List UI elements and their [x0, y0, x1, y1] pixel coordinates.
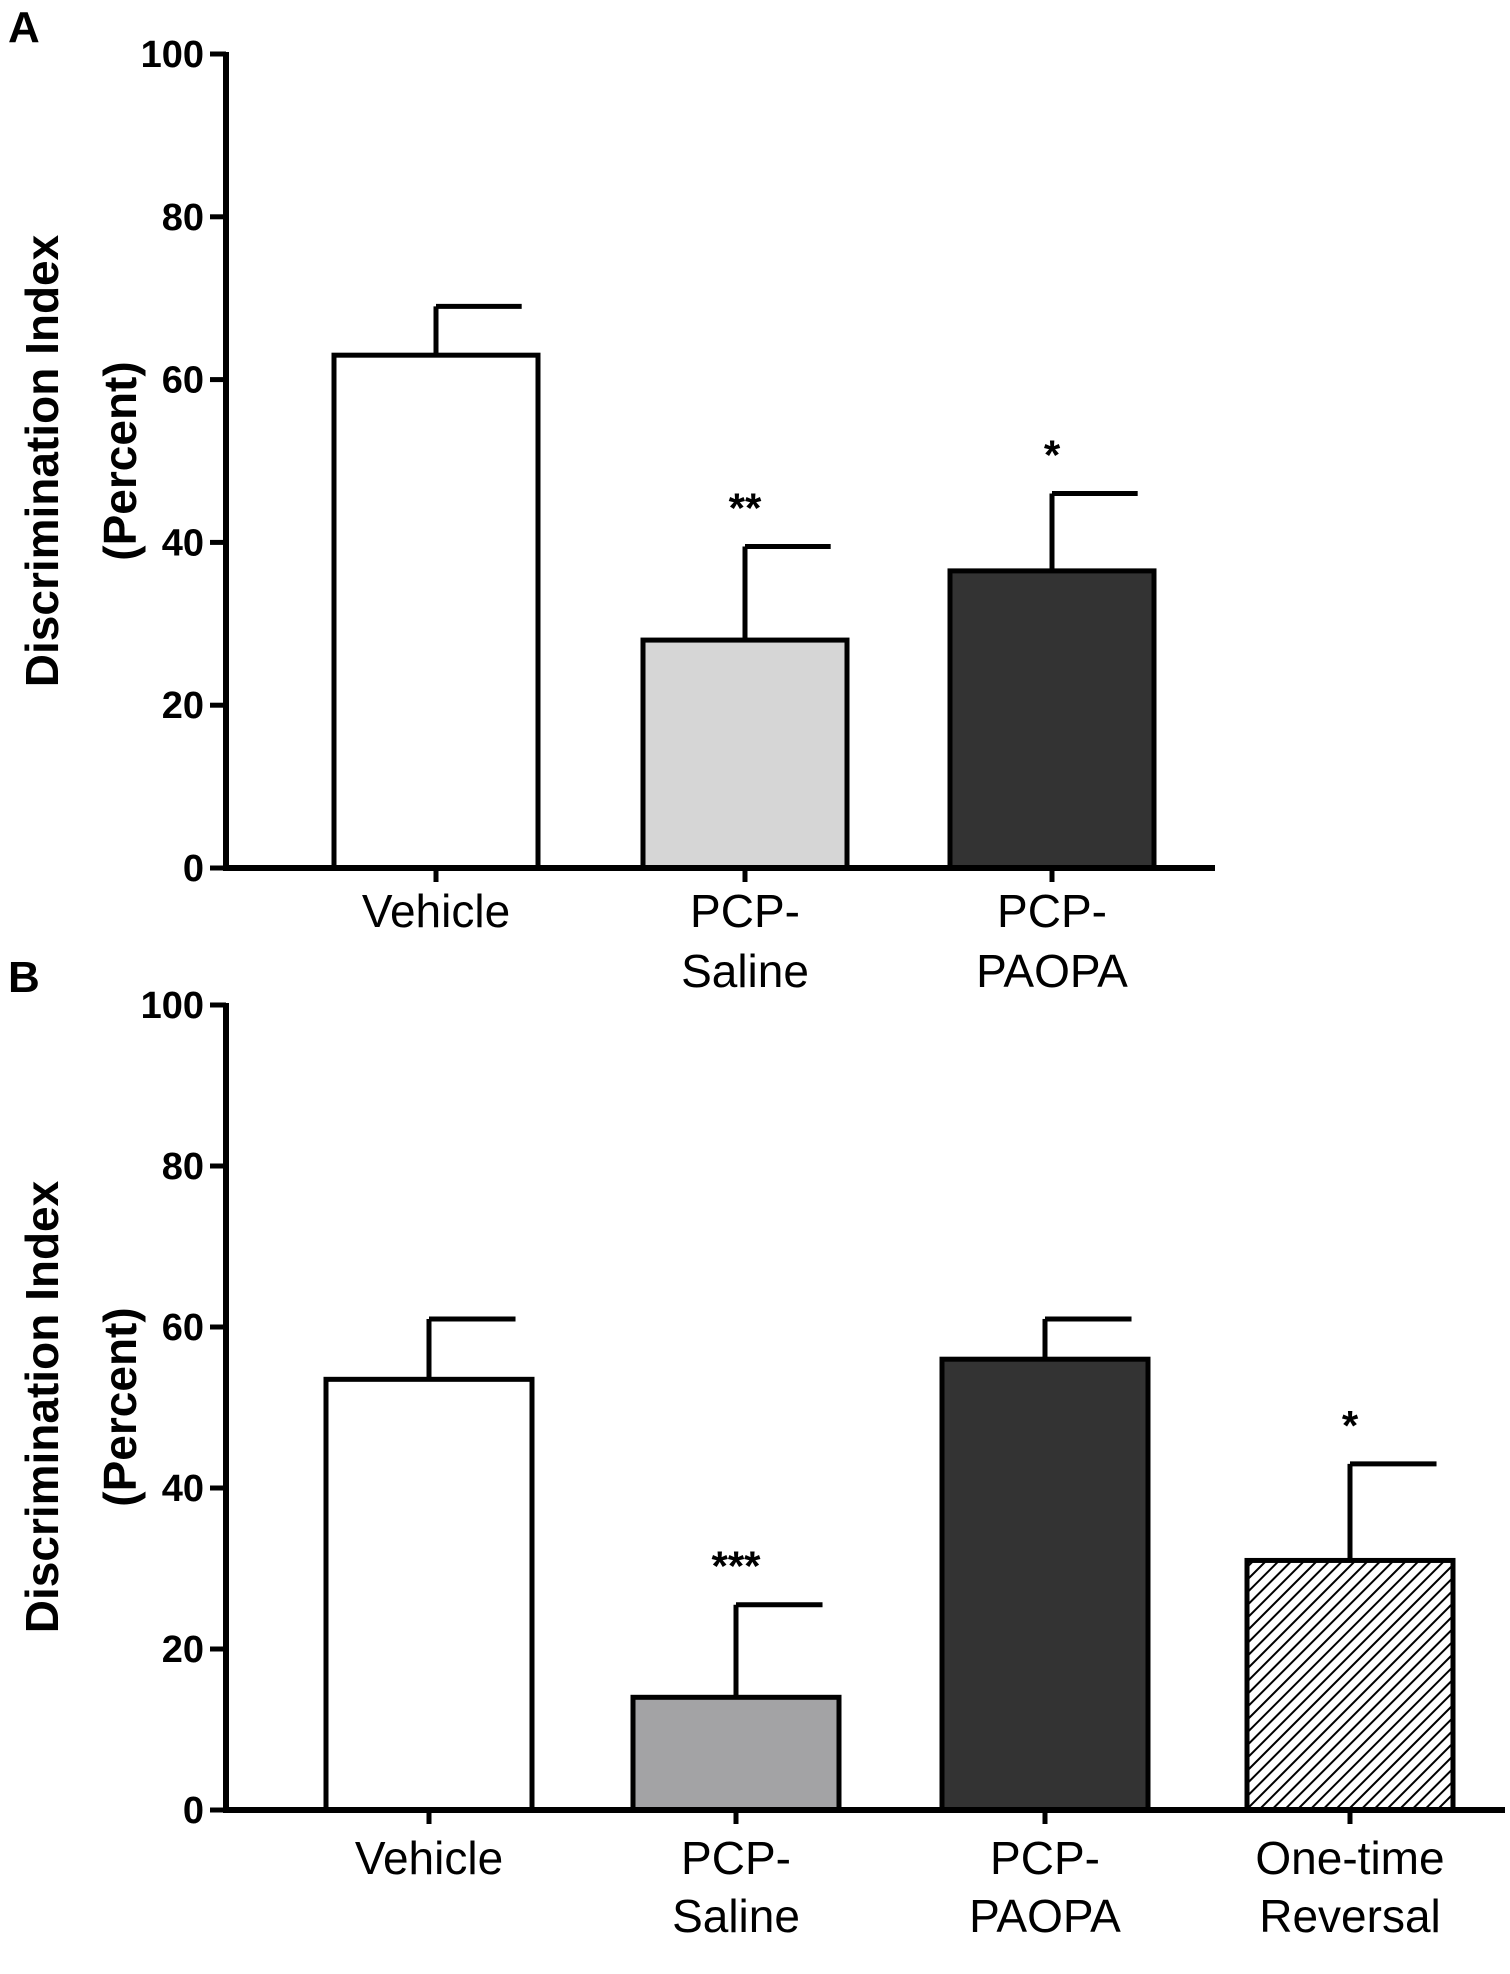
panel-b-x-tick-label-one-time-reversal-1: One-time — [1255, 1832, 1444, 1884]
panel-a-ylabel-line-2: (Percent) — [94, 361, 146, 560]
panel-b-y-tick-label-60: 60 — [162, 1307, 204, 1349]
panel-a-ylabel-line-1: Discrimination Index — [16, 234, 68, 687]
panel-a-bar-pcp-saline — [640, 637, 850, 871]
panel-a-x-tick-label-pcp-paopa-1: PCP- — [997, 885, 1107, 937]
panel-b-significance-pcp-saline: *** — [711, 1543, 761, 1590]
panel-a-y-tick-label-60: 60 — [162, 360, 204, 402]
panel-b-x-tick-label-pcp-paopa-1: PCP- — [990, 1832, 1100, 1884]
panel-b-ylabel-line-1: Discrimination Index — [16, 1180, 68, 1633]
panel-b-bar-vehicle — [323, 1376, 535, 1813]
panel-b-y-tick-label-20: 20 — [162, 1629, 204, 1671]
panel-b-y-tick-label-100: 100 — [141, 985, 204, 1027]
panel-a-y-tick-label-80: 80 — [162, 197, 204, 239]
panel-a-x-tick-label-vehicle-1: Vehicle — [362, 885, 510, 937]
panel-b-bar-pcp-paopa — [939, 1356, 1151, 1813]
panel-a-x-tick-label-pcp-paopa-2: PAOPA — [976, 945, 1128, 997]
panel-b-y-tick-label-0: 0 — [183, 1790, 204, 1832]
panel-b-label: B — [8, 953, 40, 1002]
panel-b-y-tick-label-40: 40 — [162, 1468, 204, 1510]
panel-a-significance-pcp-paopa: * — [1044, 432, 1061, 479]
panel-a-bar-pcp-paopa — [947, 568, 1157, 871]
panel-b-x-tick-label-one-time-reversal-2: Reversal — [1259, 1890, 1441, 1942]
panel-a-y-tick-label-40: 40 — [162, 522, 204, 564]
panel-b-significance-one-time-reversal: * — [1342, 1402, 1359, 1449]
panel-b-bar-pcp-saline — [630, 1694, 842, 1813]
panel-b-x-tick-label-pcp-saline-1: PCP- — [681, 1832, 791, 1884]
panel-a-y-tick-label-100: 100 — [141, 34, 204, 76]
panel-b-bar-one-time-reversal — [1244, 1557, 1456, 1813]
panel-b-x-tick-label-pcp-paopa-2: PAOPA — [969, 1890, 1121, 1942]
panel-a-y-tick-label-0: 0 — [183, 848, 204, 890]
panel-b-ylabel-line-2: (Percent) — [94, 1307, 146, 1506]
panel-b-y-tick-label-80: 80 — [162, 1146, 204, 1188]
panel-b-x-tick-label-pcp-saline-2: Saline — [672, 1890, 800, 1942]
panel-b-x-tick-label-vehicle-1: Vehicle — [355, 1832, 503, 1884]
panel-a-bar-vehicle — [331, 352, 541, 871]
panel-a-label: A — [8, 3, 40, 52]
panel-a-y-tick-label-20: 20 — [162, 685, 204, 727]
panel-a-significance-pcp-saline: ** — [729, 484, 762, 531]
panel-a-x-tick-label-pcp-saline-1: PCP- — [690, 885, 800, 937]
panel-a-x-tick-label-pcp-saline-2: Saline — [681, 945, 809, 997]
